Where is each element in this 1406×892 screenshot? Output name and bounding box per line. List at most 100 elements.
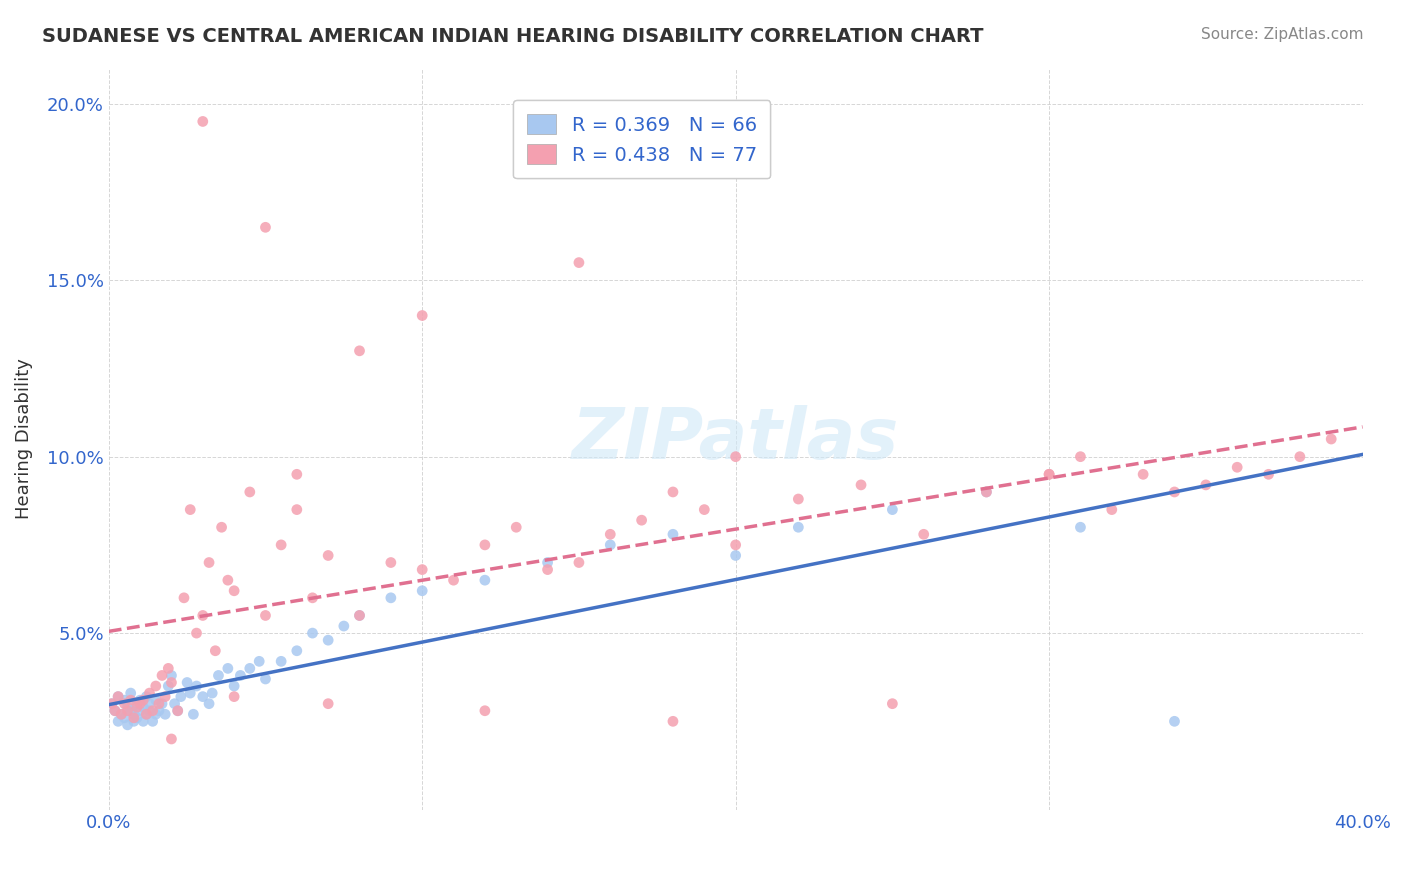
Point	[145, 707, 167, 722]
Point	[882, 502, 904, 516]
Point	[157, 661, 180, 675]
Point	[160, 668, 183, 682]
Point	[148, 704, 170, 718]
Point	[166, 704, 188, 718]
Point	[125, 711, 148, 725]
Point	[229, 668, 252, 682]
Point	[380, 556, 402, 570]
Point	[129, 693, 152, 707]
Point	[443, 573, 465, 587]
Point	[179, 686, 201, 700]
Point	[349, 608, 371, 623]
Point	[176, 675, 198, 690]
Point	[122, 714, 145, 729]
Point	[207, 668, 229, 682]
Point	[112, 697, 135, 711]
Point	[142, 704, 165, 718]
Text: SUDANESE VS CENTRAL AMERICAN INDIAN HEARING DISABILITY CORRELATION CHART: SUDANESE VS CENTRAL AMERICAN INDIAN HEAR…	[42, 27, 984, 45]
Point	[1257, 467, 1279, 482]
Point	[101, 697, 124, 711]
Point	[224, 690, 246, 704]
Point	[138, 686, 160, 700]
Point	[224, 679, 246, 693]
Point	[135, 707, 157, 722]
Point	[122, 707, 145, 722]
Point	[849, 478, 872, 492]
Point	[316, 697, 339, 711]
Point	[132, 700, 155, 714]
Point	[201, 686, 224, 700]
Point	[173, 591, 195, 605]
Point	[120, 693, 142, 707]
Point	[198, 556, 221, 570]
Point	[270, 538, 292, 552]
Point	[474, 538, 496, 552]
Point	[787, 491, 810, 506]
Point	[112, 711, 135, 725]
Point	[191, 114, 214, 128]
Point	[474, 704, 496, 718]
Point	[239, 485, 262, 500]
Point	[285, 644, 308, 658]
Point	[599, 527, 621, 541]
Point	[1226, 460, 1249, 475]
Point	[1038, 467, 1060, 482]
Point	[333, 619, 356, 633]
Point	[380, 591, 402, 605]
Point	[179, 502, 201, 516]
Point	[1069, 520, 1091, 534]
Point	[150, 668, 173, 682]
Point	[1069, 450, 1091, 464]
Point	[254, 220, 277, 235]
Point	[204, 644, 226, 658]
Point	[138, 704, 160, 718]
Point	[1195, 478, 1218, 492]
Y-axis label: Hearing Disability: Hearing Disability	[15, 359, 32, 519]
Point	[120, 704, 142, 718]
Point	[285, 467, 308, 482]
Point	[662, 527, 685, 541]
Point	[536, 563, 558, 577]
Point	[129, 697, 152, 711]
Point	[107, 690, 129, 704]
Point	[254, 672, 277, 686]
Point	[101, 697, 124, 711]
Point	[976, 485, 998, 500]
Point	[411, 309, 433, 323]
Point	[316, 633, 339, 648]
Point	[129, 704, 152, 718]
Point	[110, 707, 132, 722]
Point	[1132, 467, 1154, 482]
Point	[191, 690, 214, 704]
Point	[599, 538, 621, 552]
Point	[122, 711, 145, 725]
Point	[132, 693, 155, 707]
Point	[505, 520, 527, 534]
Point	[217, 661, 239, 675]
Point	[787, 520, 810, 534]
Point	[104, 704, 127, 718]
Point	[186, 679, 208, 693]
Point	[536, 556, 558, 570]
Point	[148, 697, 170, 711]
Point	[107, 690, 129, 704]
Point	[693, 502, 716, 516]
Point	[1101, 502, 1123, 516]
Point	[1320, 432, 1343, 446]
Point	[135, 707, 157, 722]
Point	[285, 502, 308, 516]
Point	[110, 707, 132, 722]
Point	[117, 700, 139, 714]
Point	[301, 626, 323, 640]
Point	[474, 573, 496, 587]
Point	[145, 679, 167, 693]
Point	[1289, 450, 1312, 464]
Point	[150, 697, 173, 711]
Point	[117, 718, 139, 732]
Point	[163, 697, 186, 711]
Point	[349, 608, 371, 623]
Point	[153, 690, 176, 704]
Point	[1038, 467, 1060, 482]
Point	[239, 661, 262, 675]
Point	[976, 485, 998, 500]
